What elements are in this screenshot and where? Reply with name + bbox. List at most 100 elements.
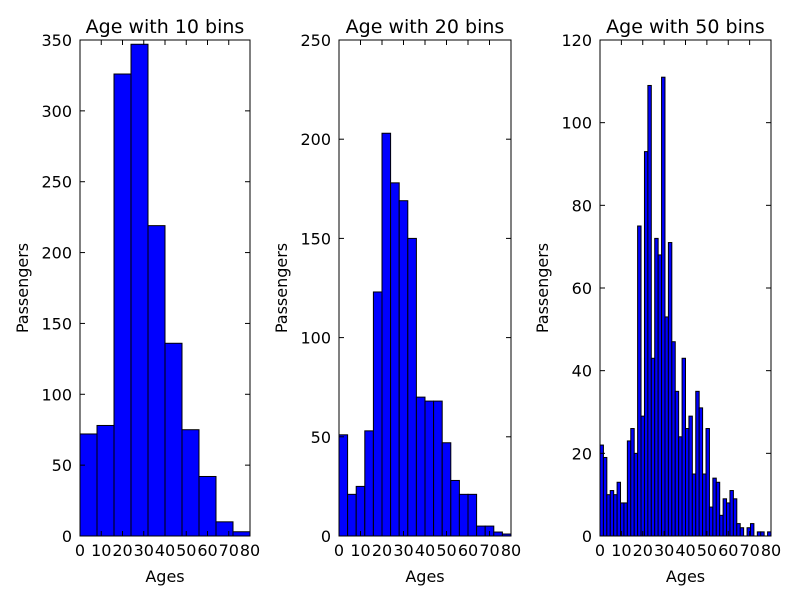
x-tick-label: 30 bbox=[654, 541, 674, 560]
y-tick-label: 100 bbox=[41, 385, 72, 404]
histogram-bar bbox=[390, 182, 400, 537]
x-tick-label: 0 bbox=[75, 541, 85, 560]
histogram-bar bbox=[688, 415, 693, 537]
histogram-bar bbox=[450, 479, 460, 537]
y-tick-label: 350 bbox=[41, 31, 72, 50]
histogram-bar bbox=[674, 390, 680, 537]
histogram-bar bbox=[79, 433, 98, 537]
y-tick-label: 250 bbox=[41, 173, 72, 192]
x-axis-label: Ages bbox=[666, 567, 705, 586]
histogram-bar bbox=[729, 490, 734, 537]
x-tick-label: 40 bbox=[415, 541, 435, 560]
histogram-bar bbox=[681, 357, 687, 537]
histogram-bar bbox=[458, 493, 469, 537]
y-tick-label: 150 bbox=[300, 229, 331, 248]
x-tick-label: 60 bbox=[718, 541, 738, 560]
histogram-bar bbox=[640, 415, 645, 537]
x-tick-label: 0 bbox=[595, 541, 605, 560]
histogram-bar bbox=[623, 502, 628, 537]
chart-title: Age with 10 bins bbox=[86, 16, 245, 38]
histogram-bar bbox=[678, 436, 683, 537]
histogram-bar bbox=[347, 493, 357, 537]
histogram-bar bbox=[637, 225, 642, 537]
y-axis-label: Passengers bbox=[533, 243, 552, 333]
chart-title: Age with 50 bins bbox=[606, 16, 765, 38]
histogram-bar bbox=[671, 341, 676, 537]
histogram-bar bbox=[602, 456, 608, 537]
histogram-bar bbox=[415, 396, 426, 537]
histogram-bar bbox=[705, 428, 710, 537]
histogram-bar bbox=[232, 531, 251, 537]
histogram-bar bbox=[661, 76, 666, 537]
histogram-bar bbox=[698, 407, 704, 537]
histogram-bar bbox=[113, 73, 132, 537]
x-tick-label: 40 bbox=[155, 541, 175, 560]
x-tick-label: 10 bbox=[350, 541, 370, 560]
x-tick-label: 0 bbox=[334, 541, 344, 560]
y-tick-label: 50 bbox=[52, 456, 72, 475]
y-axis-label: Passengers bbox=[272, 243, 291, 333]
x-tick-label: 40 bbox=[675, 541, 695, 560]
histogram-bar bbox=[198, 475, 217, 537]
histogram-bar bbox=[613, 494, 618, 537]
histogram-bar bbox=[760, 531, 765, 537]
histogram-bar bbox=[712, 477, 717, 537]
histogram-bar bbox=[732, 498, 738, 537]
y-tick-label: 250 bbox=[300, 31, 331, 50]
x-axis-label: Ages bbox=[405, 567, 444, 586]
y-tick-label: 200 bbox=[41, 244, 72, 263]
histogram-bar bbox=[630, 428, 635, 537]
histogram-bar bbox=[364, 430, 374, 537]
histogram-bar bbox=[606, 494, 611, 537]
histogram-bar bbox=[338, 434, 349, 537]
x-tick-label: 10 bbox=[91, 541, 111, 560]
histogram-bar bbox=[736, 523, 741, 537]
x-tick-label: 70 bbox=[479, 541, 499, 560]
y-tick-label: 120 bbox=[561, 31, 592, 50]
histogram-bar bbox=[767, 531, 772, 537]
histogram-bar bbox=[424, 400, 435, 537]
histogram-bar bbox=[657, 254, 663, 537]
y-tick-label: 0 bbox=[321, 527, 331, 546]
x-tick-label: 80 bbox=[240, 541, 260, 560]
histogram-bar bbox=[702, 473, 707, 537]
histogram-bar bbox=[643, 151, 649, 537]
histogram-bar bbox=[181, 429, 200, 537]
x-tick-label: 20 bbox=[372, 541, 392, 560]
y-tick-label: 40 bbox=[572, 362, 592, 381]
x-tick-label: 20 bbox=[112, 541, 132, 560]
y-tick-label: 100 bbox=[300, 329, 331, 348]
x-tick-label: 70 bbox=[219, 541, 239, 560]
histogram-bar bbox=[719, 514, 724, 537]
histogram-bar bbox=[441, 442, 452, 537]
histogram-bar bbox=[130, 43, 149, 537]
histogram-bar bbox=[654, 237, 659, 537]
histogram-bar bbox=[609, 490, 615, 537]
x-tick-label: 70 bbox=[739, 541, 759, 560]
histogram-bar bbox=[476, 525, 486, 537]
histogram-bar bbox=[355, 485, 366, 537]
histogram-bar bbox=[633, 452, 639, 537]
histogram-bar bbox=[215, 521, 234, 537]
x-tick-label: 80 bbox=[761, 541, 781, 560]
y-axis-label: Passengers bbox=[13, 243, 32, 333]
chart-title: Age with 20 bins bbox=[346, 16, 505, 38]
histogram-bar bbox=[381, 132, 392, 537]
histogram-bar bbox=[147, 225, 166, 537]
y-tick-label: 150 bbox=[41, 314, 72, 333]
histogram-bar bbox=[626, 440, 632, 537]
histogram-bar bbox=[164, 342, 183, 537]
histogram-bar bbox=[664, 316, 669, 537]
x-tick-label: 50 bbox=[176, 541, 196, 560]
x-tick-label: 30 bbox=[393, 541, 413, 560]
histogram-bar bbox=[372, 291, 383, 537]
histogram-bar bbox=[691, 473, 697, 537]
x-tick-label: 60 bbox=[458, 541, 478, 560]
x-tick-label: 20 bbox=[633, 541, 653, 560]
histogram-bar bbox=[667, 242, 673, 537]
histogram-bar bbox=[398, 200, 409, 537]
y-tick-label: 200 bbox=[300, 130, 331, 149]
histogram-panel-1: 0 10 20 30 40 50 60 70 80050100150200250300350Ag… bbox=[13, 16, 260, 586]
